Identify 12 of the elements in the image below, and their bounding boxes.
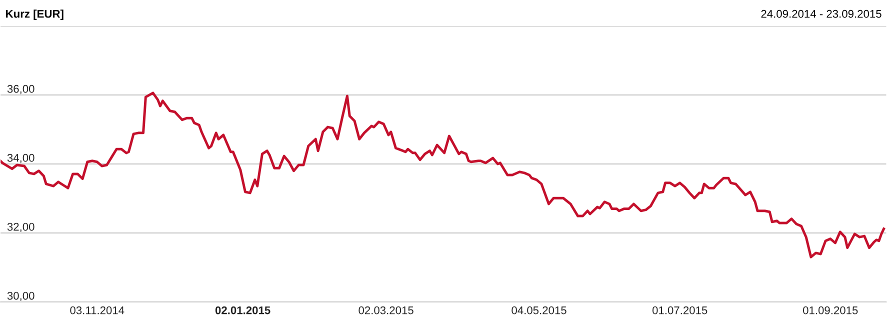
- x-tick-label: 04.05.2015: [512, 306, 566, 314]
- y-tick-label: 32,00: [7, 222, 34, 232]
- chart-title: Kurz [EUR]: [6, 10, 64, 20]
- chart-subtitle: 24.09.2014 - 23.09.2015: [761, 10, 882, 18]
- x-tick-label: 02.03.2015: [358, 306, 414, 314]
- x-tick-label: 02.01.2015: [215, 306, 270, 314]
- x-tick-label: 01.07.2015: [652, 306, 708, 314]
- x-tick-label: 03.11.2014: [70, 306, 124, 314]
- y-tick-label: 36,00: [7, 84, 34, 94]
- x-tick-label: 01.09.2015: [803, 306, 858, 314]
- y-tick-label: 30,00: [7, 292, 34, 302]
- y-tick-label: 34,00: [7, 154, 34, 164]
